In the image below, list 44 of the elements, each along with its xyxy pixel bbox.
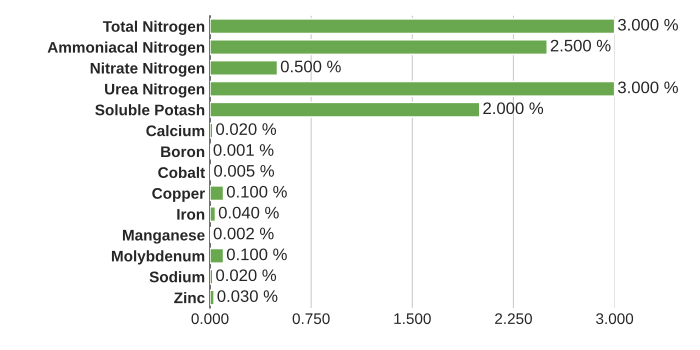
bar [210, 80, 615, 97]
x-tick-label: 0.000 [191, 313, 229, 324]
data-label: 0.020 % [216, 123, 276, 136]
bar [210, 185, 224, 202]
bar [210, 268, 214, 285]
x-tick-label: 1.500 [394, 313, 431, 324]
data-label: 3.000 % [618, 81, 678, 94]
y-tick-label: Boron [161, 146, 204, 158]
data-label: 0.005 % [214, 164, 274, 177]
data-label: 2.500 % [550, 40, 611, 52]
bar [210, 290, 215, 306]
data-label: 3.000 % [618, 18, 678, 31]
y-tick-label: Iron [177, 209, 204, 220]
bar [210, 102, 480, 118]
y-tick-label: Molybdenum [112, 250, 204, 265]
bar [210, 39, 548, 56]
bar [210, 248, 224, 264]
y-tick-label: Nitrate Nitrogen [90, 62, 204, 77]
y-tick-label: Urea Nitrogen [105, 83, 204, 98]
data-label: 0.040 % [218, 206, 279, 219]
data-label: 0.002 % [214, 228, 274, 240]
y-tick-label: Manganese [122, 230, 205, 244]
y-tick-label: Sodium [150, 271, 204, 282]
y-tick-label: Total Nitrogen [102, 20, 204, 35]
y-tick-label: Ammoniacal Nitrogen [48, 42, 204, 56]
y-tick-label: Copper [152, 188, 205, 202]
x-tick-label: 2.250 [495, 313, 532, 324]
bar [210, 60, 278, 76]
data-label: 0.030 % [217, 290, 278, 302]
data-label: 0.100 % [226, 186, 287, 198]
data-label: 0.001 % [214, 144, 274, 156]
data-label: 0.020 % [216, 269, 276, 282]
x-tick-label: 3.000 [596, 313, 634, 324]
bar [210, 122, 214, 139]
y-tick-label: Zinc [174, 292, 205, 304]
data-label: 2.000 % [483, 102, 544, 114]
data-label: 0.500 % [280, 60, 341, 72]
bar [210, 206, 216, 222]
y-tick-label: Calcium [146, 125, 204, 136]
bar [210, 18, 615, 34]
y-tick-label: Soluble Potash [95, 104, 204, 116]
data-label: 0.100 % [226, 248, 287, 260]
x-tick-label: 0.750 [292, 313, 330, 324]
y-tick-label: Cobalt [158, 166, 205, 178]
